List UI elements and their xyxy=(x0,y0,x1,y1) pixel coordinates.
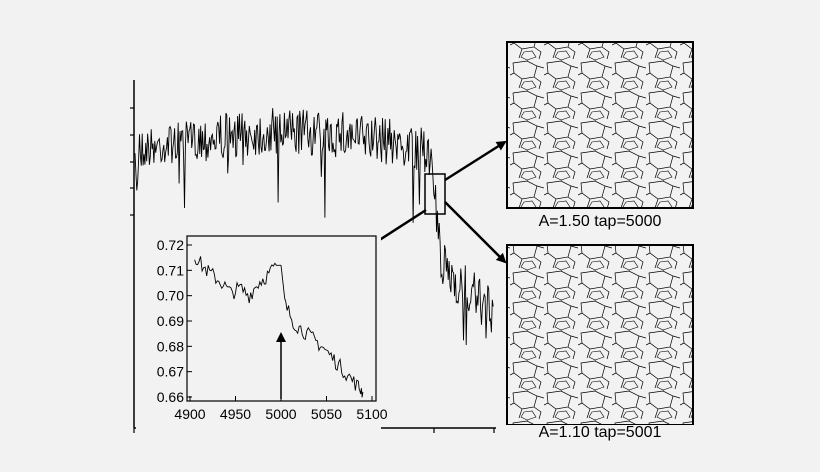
main-trace xyxy=(134,108,494,346)
inset-x-tick-label: 4950 xyxy=(220,406,251,422)
inset-y-tick-label: 0.67 xyxy=(157,364,184,380)
inset-series-line xyxy=(194,256,364,398)
top-panel-image xyxy=(506,41,694,209)
inset-y-tick-label: 0.70 xyxy=(157,288,184,304)
inset-y-tick-label: 0.69 xyxy=(157,313,184,329)
inset-y-tick-label: 0.72 xyxy=(157,237,184,253)
inset-x-tick-label: 5100 xyxy=(356,406,387,422)
inset-ticks xyxy=(187,244,373,401)
top-panel-caption: A=1.50 tap=5000 xyxy=(539,213,662,230)
inset-trace xyxy=(194,256,364,398)
top-panel: A=1.50 tap=5000 xyxy=(506,41,694,230)
arrow-to-bottom-panel xyxy=(444,201,507,264)
inset-y-tick-label: 0.66 xyxy=(157,389,184,405)
inset-x-tick-label: 5000 xyxy=(265,406,296,422)
bottom-panel-caption: A=1.10 tap=5001 xyxy=(539,424,662,441)
inset-x-tick-label: 4900 xyxy=(174,406,205,422)
bottom-panel-image xyxy=(506,244,694,426)
main-series-line xyxy=(134,108,494,346)
bottom-panel: A=1.10 tap=5001 xyxy=(500,244,700,472)
inset-plot: 4900 4950 5000 5050 5100 0.72 0.71 0.70 0.69 0.68… xyxy=(136,234,388,434)
bottom-panel-caption-clip xyxy=(500,425,700,472)
inset-x-tick-label: 5050 xyxy=(311,406,342,422)
zoom-box xyxy=(424,173,446,215)
inset-tick-labels: 4900 4950 5000 5050 5100 0.72 0.71 0.70 0.69 0.68… xyxy=(157,237,388,422)
arrow-to-top-panel xyxy=(444,140,507,182)
inset-y-tick-label: 0.71 xyxy=(157,262,184,278)
inset-y-tick-label: 0.68 xyxy=(157,338,184,354)
